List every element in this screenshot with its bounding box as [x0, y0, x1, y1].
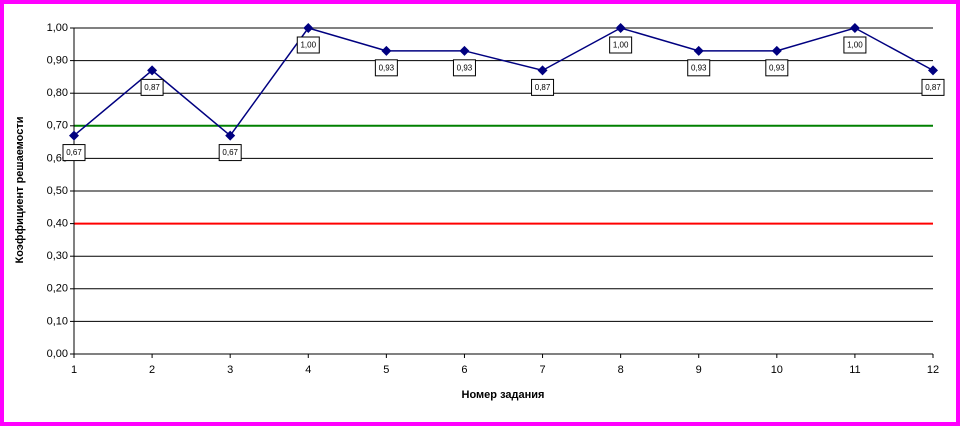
value-label: 0,93 [374, 59, 398, 77]
data-point [303, 23, 314, 33]
x-tick-label: 12 [927, 364, 939, 376]
value-label-box [921, 78, 945, 96]
data-point [928, 65, 938, 76]
value-label-box [843, 36, 867, 54]
value-label: 1,00 [609, 36, 633, 54]
value-label-text: 0,67 [222, 148, 238, 157]
value-label-box [140, 78, 164, 96]
value-label-text: 0,87 [925, 83, 941, 92]
value-label-text: 1,00 [613, 41, 629, 50]
y-tick-label: 0,40 [47, 218, 68, 230]
value-label-box [374, 59, 398, 77]
y-tick-label: 0,10 [47, 315, 68, 327]
y-tick-label: 0,00 [47, 348, 68, 360]
value-label: 0,93 [687, 59, 711, 77]
x-axis-label: Номер задания [462, 389, 545, 401]
x-tick-label: 5 [383, 364, 389, 376]
data-point [537, 65, 548, 76]
value-label-box [609, 36, 633, 54]
value-label-box [452, 59, 476, 77]
value-label: 0,87 [140, 78, 164, 96]
y-axis-label: Коэффициент решаемости [14, 116, 26, 263]
y-tick-label: 0,50 [47, 185, 68, 197]
value-label: 1,00 [296, 36, 320, 54]
data-point [693, 45, 704, 56]
value-label-box [531, 78, 555, 96]
value-label-text: 0,87 [535, 83, 551, 92]
value-label: 1,00 [843, 36, 867, 54]
y-tick-label: 0,30 [47, 250, 68, 262]
data-line [73, 27, 934, 137]
y-tick-label: 1,00 [47, 22, 68, 34]
data-point [69, 130, 79, 141]
data-point [225, 130, 236, 141]
value-label: 0,87 [921, 78, 945, 96]
value-label-text: 0,67 [66, 148, 82, 157]
value-label-box [765, 59, 789, 77]
x-tick-label: 6 [461, 364, 467, 376]
x-tick-label: 1 [71, 364, 77, 376]
y-tick-label: 0,80 [47, 87, 68, 99]
value-label: 0,67 [62, 144, 86, 162]
value-label-text: 0,93 [457, 63, 473, 72]
data-point [615, 23, 626, 33]
x-tick-label: 3 [227, 364, 233, 376]
data-point [849, 23, 860, 33]
y-tick-label: 0,90 [47, 55, 68, 67]
x-tick-label: 2 [149, 364, 155, 376]
value-label-box [687, 59, 711, 77]
value-label-text: 0,93 [691, 63, 707, 72]
value-label-box [296, 36, 320, 54]
value-label: 0,93 [765, 59, 789, 77]
data-point [771, 45, 782, 56]
value-label: 0,67 [218, 144, 242, 162]
value-label-text: 0,93 [379, 63, 395, 72]
x-tick-label: 8 [618, 364, 624, 376]
data-point [459, 45, 470, 56]
data-point [147, 65, 158, 76]
x-tick-label: 4 [305, 364, 311, 376]
value-label-text: 1,00 [847, 41, 863, 50]
data-point [381, 45, 392, 56]
x-tick-label: 10 [771, 364, 783, 376]
x-tick-label: 11 [849, 364, 860, 376]
y-tick-label: 0,70 [47, 120, 68, 132]
value-label-text: 1,00 [300, 41, 316, 50]
x-tick-label: 7 [539, 364, 545, 376]
value-label-text: 0,93 [769, 63, 785, 72]
x-tick-label: 9 [696, 364, 702, 376]
value-label-text: 0,87 [144, 83, 160, 92]
value-label-box [218, 144, 242, 162]
y-tick-label: 0,20 [47, 283, 68, 295]
value-label: 0,87 [531, 78, 555, 96]
value-label-box [62, 144, 86, 162]
value-label: 0,93 [452, 59, 476, 77]
